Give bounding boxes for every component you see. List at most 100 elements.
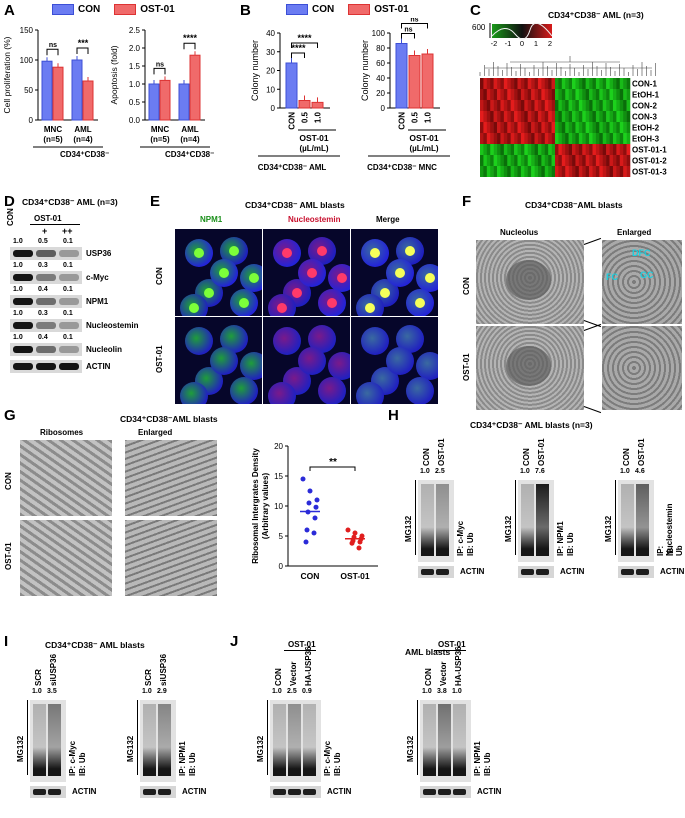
heatmap-cell (585, 166, 590, 177)
panel-b2-ytick-label: 0 (381, 104, 386, 113)
heatmap-cell (555, 111, 559, 122)
heatmap-cell (602, 122, 607, 133)
heatmap-cell (609, 133, 614, 144)
heatmap-cell (561, 155, 566, 166)
heatmap-cell (544, 166, 549, 177)
heatmap-cell (486, 133, 491, 144)
micrograph (351, 229, 438, 316)
heatmap-cell (565, 111, 569, 122)
h-blot-mg132: MG132 (404, 515, 413, 542)
panel-a1-ytick-label: 50 (24, 86, 33, 95)
heatmap-cell (561, 89, 566, 100)
heatmap-cell (544, 100, 549, 111)
heatmap-cell (561, 166, 566, 177)
heatmap-cell (606, 78, 610, 89)
panel-a2-ytick-label: 0.5 (129, 98, 141, 107)
heatmap-cell (503, 89, 508, 100)
heatmap-cell (517, 111, 522, 122)
heatmap-cell (503, 100, 508, 111)
panel-a1-bar (82, 80, 94, 121)
nucleolus-signal (194, 248, 204, 258)
heatmap-cell (520, 122, 525, 133)
j-blot-actin-label: ACTIN (327, 787, 352, 796)
heatmap-cell (595, 100, 600, 111)
g-point (356, 545, 362, 551)
heatmap-cell (592, 166, 597, 177)
heatmap-cell (520, 155, 525, 166)
heatmap-row-label: CON-1 (632, 80, 657, 89)
j-ost-label: OST-01 (288, 640, 316, 649)
heatmap-cell (510, 89, 515, 100)
heatmap-cell (497, 78, 501, 89)
heatmap-cell (595, 78, 600, 89)
heatmap-cell (592, 144, 597, 155)
panel-b1-ytick-label: 10 (266, 85, 275, 94)
heatmap-cell (606, 100, 610, 111)
panel-a2-cat-n: (n=4) (180, 135, 200, 144)
micrograph (263, 317, 350, 404)
panel-b1-ytick-label: 40 (266, 29, 275, 38)
i-blot-lane: SCR (34, 669, 43, 686)
blot-band (36, 250, 56, 257)
panel-letter-c: C (470, 2, 481, 19)
heatmap-cell (619, 100, 624, 111)
band-quant: 0.1 (63, 286, 73, 293)
heatmap-cell (578, 155, 583, 166)
heatmap-cell (544, 111, 549, 122)
j-blot-actin-band (453, 789, 466, 795)
panel-b-charts: 0 10 20 30 40 Colony number CON 0.5 1.0 ******** O… (250, 18, 450, 172)
legend-b-ost-label: OST-01 (374, 4, 409, 15)
heatmap-cell (510, 144, 515, 155)
heatmap-cell (558, 166, 563, 177)
heatmap-cell (555, 166, 559, 177)
heatmap-cell (599, 122, 604, 133)
heatmap-cell (623, 111, 627, 122)
scale-tick: 2 (548, 39, 552, 48)
panel-letter-h: H (388, 407, 399, 424)
j-blot-ub-blot (270, 700, 321, 782)
heatmap-cell (616, 144, 621, 155)
heatmap-cell (606, 144, 610, 155)
panel-b1-cat: CON (288, 112, 297, 130)
h-blot-ib: IB: Ub (666, 545, 684, 556)
g-point (304, 527, 310, 533)
i-blot-quant: 1.0 (32, 688, 42, 695)
heatmap-cell (572, 166, 576, 177)
heatmap-cell (599, 144, 604, 155)
nucleolus-signal (249, 273, 259, 283)
h-blot-actin-band (421, 569, 434, 575)
heatmap-cell (599, 133, 604, 144)
panel-i-title: CD34⁺CD38⁻ AML blasts (45, 640, 145, 650)
panel-f-title: CD34⁺CD38⁻AML blasts (525, 200, 623, 210)
heatmap-cell (555, 122, 559, 133)
heatmap-cell (568, 78, 573, 89)
heatmap-cell (582, 166, 586, 177)
heatmap-cell (520, 78, 525, 89)
heatmap-cell (490, 89, 494, 100)
panel-b2-unit: (µL/mL) (409, 144, 438, 153)
heatmap-cell (497, 100, 501, 111)
heatmap-cell (558, 100, 563, 111)
heatmap-cell (486, 89, 491, 100)
heatmap-cell (609, 122, 614, 133)
blot-band (13, 363, 33, 370)
panel-a2-cat-n: (n=5) (150, 135, 170, 144)
j-blot-mg-line (417, 700, 418, 775)
heatmap-cell (510, 78, 515, 89)
h-blot-actin-blot (618, 566, 654, 578)
column-label: Enlarged (138, 428, 173, 437)
row-label: OST-01 (155, 345, 164, 373)
heatmap-cell (483, 100, 488, 111)
heatmap-cell (524, 122, 529, 133)
blot-strip (10, 360, 82, 373)
i-blot-lane: siUSP36 (49, 653, 58, 686)
heatmap-cell (609, 100, 614, 111)
heatmap-cell (510, 133, 515, 144)
heatmap-cell (541, 155, 546, 166)
panel-b2-sig: ns (404, 27, 412, 34)
panel-b2-ytick-label: 40 (376, 74, 385, 83)
heatmap-cell (575, 133, 580, 144)
heatmap-cell (589, 144, 593, 155)
panel-a1-cat-n: (n=5) (43, 135, 63, 144)
g-sig-bracket (309, 466, 356, 471)
